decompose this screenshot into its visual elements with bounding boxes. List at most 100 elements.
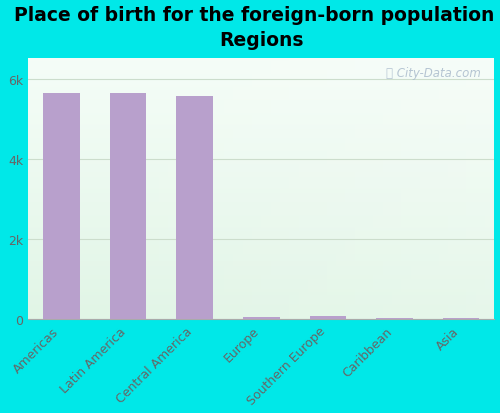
Bar [28,274,494,275]
Bar [28,270,494,271]
Bar [28,190,494,191]
Bar [28,230,494,231]
Bar [28,92,494,93]
Bar [28,132,494,133]
Bar [28,263,494,265]
Bar [28,170,494,171]
Bar [28,109,494,110]
Bar [28,80,494,81]
Bar [28,81,494,83]
Bar [28,259,494,260]
Bar [401,59,410,320]
Bar [28,126,494,127]
Bar [38,59,47,320]
Bar [28,69,494,70]
Bar [112,59,122,320]
Bar [28,242,494,243]
Bar [28,193,494,195]
Bar [28,128,494,130]
Bar [466,59,476,320]
Bar [84,59,94,320]
Bar [28,285,494,286]
Bar [28,196,494,197]
Bar [28,75,494,76]
Bar [28,266,494,268]
Bar [28,226,494,227]
Bar [28,247,494,248]
Bar [28,102,494,104]
Bar [28,197,494,199]
Bar [28,294,494,295]
Bar [28,231,494,233]
Bar [28,195,494,196]
Bar [28,74,494,75]
Bar [28,314,494,316]
Bar [150,59,159,320]
Bar [159,59,168,320]
Bar [310,316,346,320]
Bar [28,105,494,106]
Bar [28,114,494,115]
Bar [28,88,494,89]
Bar [103,59,112,320]
Bar [28,318,494,320]
Bar [28,96,494,97]
Bar [28,176,494,178]
Bar [28,299,494,300]
Bar [28,269,494,270]
Bar [485,59,494,320]
Bar [28,66,494,67]
Bar [28,199,494,200]
Bar [28,64,494,66]
Bar [28,291,494,292]
Bar [28,71,494,72]
Bar [28,316,494,317]
Bar [28,156,494,157]
Bar [28,154,494,156]
Bar [28,174,494,175]
Bar [28,216,494,217]
Bar [28,130,494,131]
Bar [28,152,494,153]
Bar [28,118,494,119]
Bar [28,217,494,218]
Bar [28,153,494,154]
Bar [28,124,494,126]
Bar [28,180,494,182]
Bar [28,161,494,162]
Bar [28,312,494,313]
Bar [392,59,401,320]
Bar [28,141,494,142]
Bar [28,123,494,124]
Bar [28,72,494,74]
Bar [242,59,252,320]
Bar [28,147,494,148]
Bar [28,237,494,239]
Bar [28,228,494,230]
Bar [28,139,494,140]
Bar [438,59,448,320]
Bar [410,59,420,320]
Bar [28,138,494,139]
Bar [176,97,213,320]
Bar [457,59,466,320]
Bar [28,179,494,180]
Bar [196,59,205,320]
Title: Place of birth for the foreign-born population -
Regions: Place of birth for the foreign-born popu… [14,5,500,50]
Bar [28,254,494,256]
Bar [28,110,494,112]
Bar [28,271,494,273]
Bar [28,70,494,71]
Bar [28,287,494,288]
Bar [28,222,494,223]
Bar [28,150,494,152]
Bar [28,265,494,266]
Bar [28,95,494,96]
Bar [28,275,494,277]
Bar [234,59,242,320]
Bar [28,63,494,64]
Bar [28,183,494,184]
Bar [28,144,494,145]
Bar [28,84,494,85]
Bar [131,59,140,320]
